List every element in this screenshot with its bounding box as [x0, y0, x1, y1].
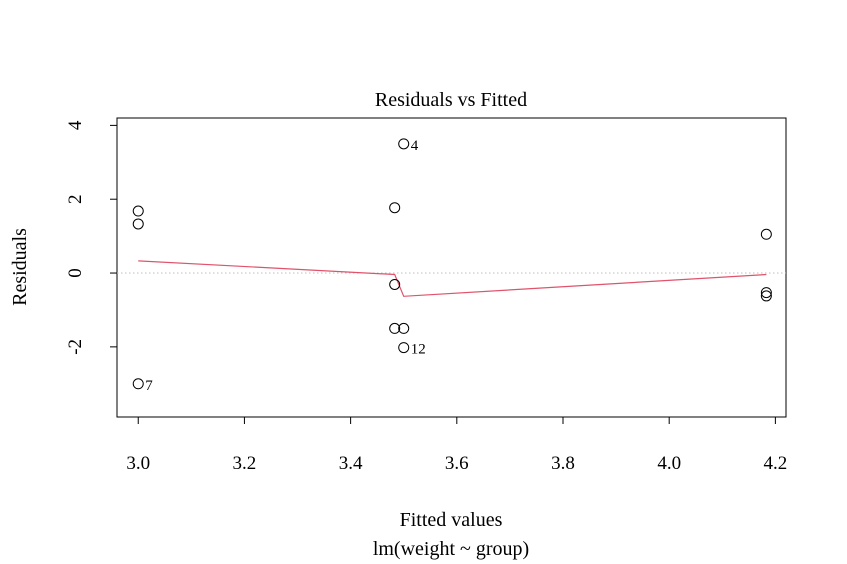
- x-axis-title: Fitted values: [400, 509, 503, 531]
- x-tick-label: 3.0: [126, 453, 150, 474]
- y-tick-label: -2: [65, 339, 86, 355]
- y-axis: -2 0 2 4: [65, 120, 118, 355]
- residual-point: [398, 342, 410, 354]
- residual-point: [398, 138, 410, 150]
- residual-point: [389, 202, 401, 214]
- residual-point: [389, 322, 401, 334]
- residual-point: [760, 287, 772, 299]
- residual-points: [132, 138, 772, 390]
- residual-point: [398, 322, 410, 334]
- x-tick-label: 3.4: [339, 453, 363, 474]
- point-label: 12: [411, 342, 426, 358]
- y-tick-label: 2: [65, 194, 86, 204]
- residual-point: [132, 205, 144, 217]
- x-tick-label: 4.2: [764, 453, 788, 474]
- point-labels: 7 4 12: [145, 138, 425, 394]
- residual-point: [389, 278, 401, 290]
- residual-point: [760, 228, 772, 240]
- y-tick-label: 0: [65, 268, 86, 278]
- model-formula-subtitle: lm(weight ~ group): [373, 538, 529, 560]
- residual-point: [132, 218, 144, 230]
- residual-point: [760, 290, 772, 302]
- y-axis-title: Residuals: [9, 228, 31, 306]
- x-axis: 3.0 3.2 3.4 3.6 3.8 4.0 4.2: [126, 416, 788, 474]
- plot-frame: [116, 117, 787, 418]
- point-label: 7: [145, 378, 153, 394]
- y-tick-label: 4: [65, 120, 86, 130]
- x-tick-label: 3.6: [445, 453, 469, 474]
- smoothed-fit-line: [138, 260, 767, 297]
- x-tick-label: 4.0: [657, 453, 681, 474]
- chart-title: Residuals vs Fitted: [375, 89, 527, 111]
- x-tick-label: 3.2: [233, 453, 257, 474]
- residual-point: [132, 378, 144, 390]
- point-label: 4: [411, 138, 419, 154]
- x-tick-label: 3.8: [551, 453, 575, 474]
